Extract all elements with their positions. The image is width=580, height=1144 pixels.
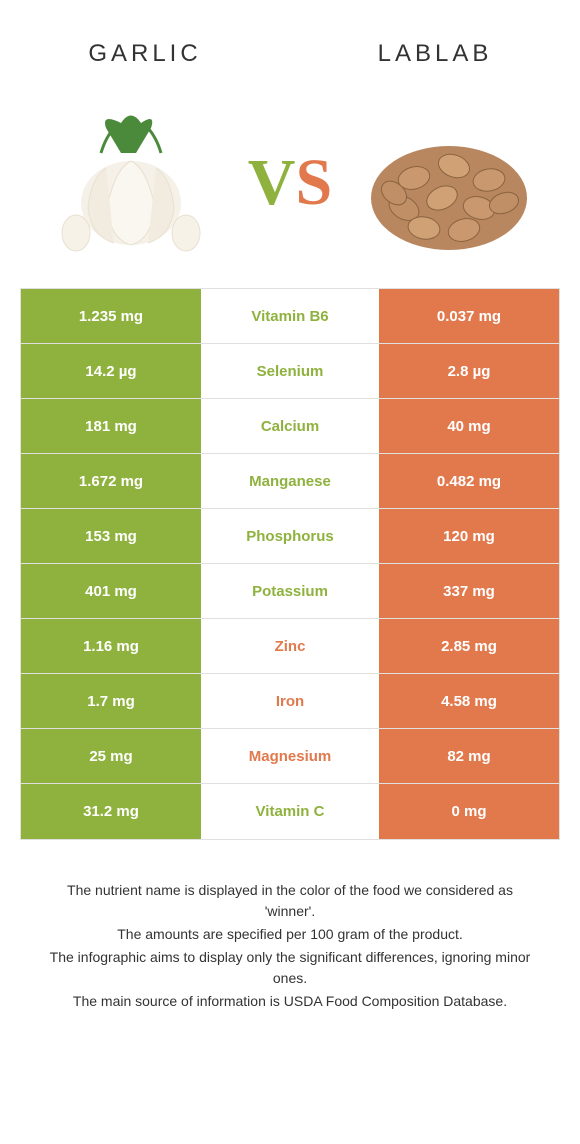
value-left: 14.2 µg xyxy=(21,344,201,398)
footnote-line: The amounts are specified per 100 gram o… xyxy=(40,924,540,945)
nutrient-name: Selenium xyxy=(201,344,379,398)
value-right: 2.85 mg xyxy=(379,619,559,673)
table-row: 31.2 mgVitamin C0 mg xyxy=(21,784,559,839)
header-row: GARLIC LABLAB xyxy=(0,0,580,68)
lablab-image xyxy=(364,108,534,258)
garlic-image xyxy=(46,108,216,258)
value-left: 181 mg xyxy=(21,399,201,453)
header-left: GARLIC xyxy=(0,40,290,68)
nutrient-name: Manganese xyxy=(201,454,379,508)
table-row: 1.235 mgVitamin B60.037 mg xyxy=(21,289,559,344)
table-row: 1.16 mgZinc2.85 mg xyxy=(21,619,559,674)
nutrient-name: Potassium xyxy=(201,564,379,618)
table-row: 401 mgPotassium337 mg xyxy=(21,564,559,619)
vs-s: S xyxy=(295,145,332,221)
value-right: 337 mg xyxy=(379,564,559,618)
value-left: 401 mg xyxy=(21,564,201,618)
comparison-table: 1.235 mgVitamin B60.037 mg14.2 µgSeleniu… xyxy=(20,288,560,840)
table-row: 1.672 mgManganese0.482 mg xyxy=(21,454,559,509)
header-right: LABLAB xyxy=(290,40,580,68)
value-left: 1.235 mg xyxy=(21,289,201,343)
table-row: 25 mgMagnesium82 mg xyxy=(21,729,559,784)
value-left: 1.672 mg xyxy=(21,454,201,508)
footnote-line: The main source of information is USDA F… xyxy=(40,991,540,1012)
vs-v: V xyxy=(248,145,296,221)
nutrient-name: Vitamin C xyxy=(201,784,379,839)
nutrient-name: Phosphorus xyxy=(201,509,379,563)
table-row: 14.2 µgSelenium2.8 µg xyxy=(21,344,559,399)
value-right: 40 mg xyxy=(379,399,559,453)
nutrient-name: Zinc xyxy=(201,619,379,673)
table-row: 181 mgCalcium40 mg xyxy=(21,399,559,454)
table-row: 1.7 mgIron4.58 mg xyxy=(21,674,559,729)
value-right: 0 mg xyxy=(379,784,559,839)
value-left: 153 mg xyxy=(21,509,201,563)
footnote-line: The nutrient name is displayed in the co… xyxy=(40,880,540,922)
nutrient-name: Vitamin B6 xyxy=(201,289,379,343)
value-right: 0.482 mg xyxy=(379,454,559,508)
vs-label: VS xyxy=(248,145,332,221)
value-left: 1.16 mg xyxy=(21,619,201,673)
value-left: 31.2 mg xyxy=(21,784,201,839)
value-right: 82 mg xyxy=(379,729,559,783)
value-left: 25 mg xyxy=(21,729,201,783)
footnotes: The nutrient name is displayed in the co… xyxy=(40,880,540,1012)
footnote-line: The infographic aims to display only the… xyxy=(40,947,540,989)
value-right: 2.8 µg xyxy=(379,344,559,398)
table-row: 153 mgPhosphorus120 mg xyxy=(21,509,559,564)
nutrient-name: Magnesium xyxy=(201,729,379,783)
value-right: 4.58 mg xyxy=(379,674,559,728)
nutrient-name: Iron xyxy=(201,674,379,728)
images-row: VS xyxy=(0,68,580,288)
nutrient-name: Calcium xyxy=(201,399,379,453)
value-right: 120 mg xyxy=(379,509,559,563)
value-right: 0.037 mg xyxy=(379,289,559,343)
value-left: 1.7 mg xyxy=(21,674,201,728)
